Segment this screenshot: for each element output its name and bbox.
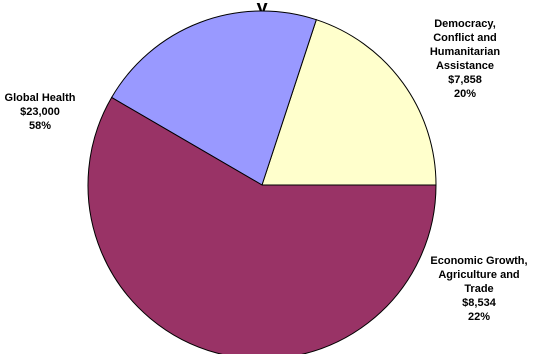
label-global-health: Global Health $23,000 58% xyxy=(5,92,76,132)
slice-label-line: 22% xyxy=(468,311,490,323)
slice-label-line: $23,000 xyxy=(20,106,60,118)
slice-label-line: 20% xyxy=(454,88,476,100)
slice-label-line: Economic Growth, xyxy=(430,255,527,267)
slice-democracy xyxy=(261,19,437,186)
slice-label-line: 58% xyxy=(29,120,51,132)
slice-economic-growth xyxy=(110,10,317,186)
slice-label-line: Agriculture and xyxy=(438,269,519,281)
slice-label-line: Assistance xyxy=(436,60,494,72)
slice-label-line: Global Health xyxy=(5,92,76,104)
pie-labels: Democracy, Conflict and Humanitarian Assist… xyxy=(5,18,528,323)
slice-label-line: Trade xyxy=(464,283,493,295)
slice-label-line: $7,858 xyxy=(448,74,482,86)
label-democracy: Democracy, Conflict and Humanitarian Assist… xyxy=(430,18,501,100)
label-economic-growth: Economic Growth, Agriculture and Trade $8,5… xyxy=(430,255,527,323)
slice-label-line: Humanitarian xyxy=(430,46,501,58)
slice-label-line: Democracy, xyxy=(434,18,496,30)
slice-label-line: $8,534 xyxy=(462,297,497,309)
slice-label-line: Conflict and xyxy=(433,32,497,44)
slice-global-health xyxy=(87,96,437,354)
pie-slices xyxy=(87,10,437,354)
